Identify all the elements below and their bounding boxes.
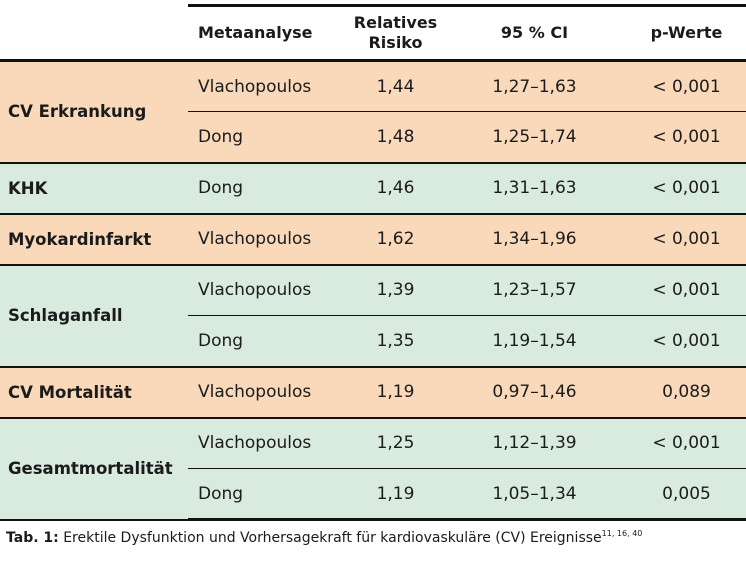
table-body: CV Erkrankung Vlachopoulos 1,44 1,27–1,63 < …: [0, 60, 746, 521]
ci-cell: 1,34–1,96: [442, 213, 627, 266]
table-header: Metaanalyse Relatives Risiko 95 % CI p-W…: [0, 4, 746, 62]
table-row: CV Erkrankung Vlachopoulos 1,44 1,27–1,63 < …: [0, 60, 746, 164]
meta-cell: Dong: [188, 468, 349, 521]
meta-cell: Vlachopoulos: [188, 366, 349, 419]
p-value-cell: < 0,001: [627, 60, 746, 112]
ci-cell: 1,31–1,63: [442, 162, 627, 215]
rr-cell: 1,44: [349, 60, 442, 112]
p-value-cell: < 0,001: [627, 417, 746, 469]
table-row: Dong 1,19 1,05–1,34 0,005: [0, 468, 746, 521]
rr-cell: 1,46: [349, 162, 442, 215]
rr-cell: 1,62: [349, 213, 442, 266]
caption-text: Erektile Dysfunktion und Vorhersagekraft…: [58, 530, 602, 546]
ci-cell: 1,27–1,63: [442, 60, 627, 112]
rr-cell: 1,19: [349, 468, 442, 521]
category-cell: CV Erkrankung: [0, 60, 188, 164]
table-row: Dong 1,35 1,19–1,54 < 0,001: [0, 315, 746, 368]
category-cell: Schlaganfall: [0, 264, 188, 368]
table-row: Gesamtmortalität Vlachopoulos 1,25 1,12–1,3…: [0, 417, 746, 521]
rr-cell: 1,19: [349, 366, 442, 419]
ci-cell: 0,97–1,46: [442, 366, 627, 419]
meta-cell: Dong: [188, 315, 349, 368]
header-ci: 95 % CI: [442, 4, 627, 62]
header-rr-line2: Risiko: [368, 33, 423, 52]
ci-cell: 1,12–1,39: [442, 417, 627, 469]
table-row: Myokardinfarkt Vlachopoulos 1,62 1,34–1,96 <…: [0, 213, 746, 266]
p-value-cell: < 0,001: [627, 162, 746, 215]
table-row: CV Mortalität Vlachopoulos 1,19 0,97–1,46 0,…: [0, 366, 746, 419]
risk-table: Metaanalyse Relatives Risiko 95 % CI p-W…: [0, 4, 746, 521]
p-value-cell: < 0,001: [627, 264, 746, 316]
ci-cell: 1,19–1,54: [442, 315, 627, 368]
ci-cell: 1,25–1,74: [442, 111, 627, 164]
p-value-cell: < 0,001: [627, 315, 746, 368]
caption-label: Tab. 1:: [6, 530, 59, 546]
header-p-werte: p-Werte: [627, 4, 746, 62]
caption-refs: 11, 16, 40: [601, 529, 643, 538]
header-metaanalyse: Metaanalyse: [188, 4, 349, 62]
ci-cell: 1,05–1,34: [442, 468, 627, 521]
category-cell: CV Mortalität: [0, 366, 188, 419]
meta-cell: Dong: [188, 162, 349, 215]
p-value-cell: < 0,001: [627, 213, 746, 266]
p-value-cell: < 0,001: [627, 111, 746, 164]
rr-cell: 1,39: [349, 264, 442, 316]
rr-cell: 1,25: [349, 417, 442, 469]
table-row: KHK Dong 1,46 1,31–1,63 < 0,001: [0, 162, 746, 215]
header-relatives-risiko: Relatives Risiko: [349, 4, 442, 62]
ci-cell: 1,23–1,57: [442, 264, 627, 316]
meta-cell: Dong: [188, 111, 349, 164]
table-row: Schlaganfall Vlachopoulos 1,39 1,23–1,57 < 0…: [0, 264, 746, 368]
meta-cell: Vlachopoulos: [188, 60, 349, 112]
header-blank-cell: [0, 5, 188, 62]
header-rr-line1: Relatives: [353, 13, 438, 32]
rr-cell: 1,48: [349, 111, 442, 164]
meta-cell: Vlachopoulos: [188, 264, 349, 316]
table-row: Dong 1,48 1,25–1,74 < 0,001: [0, 111, 746, 164]
table-caption: Tab. 1: Erektile Dysfunktion und Vorhers…: [6, 529, 642, 546]
rr-cell: 1,35: [349, 315, 442, 368]
p-value-cell: 0,005: [627, 468, 746, 521]
meta-cell: Vlachopoulos: [188, 213, 349, 266]
category-cell: KHK: [0, 162, 188, 215]
category-cell: Myokardinfarkt: [0, 213, 188, 266]
p-value-cell: 0,089: [627, 366, 746, 419]
category-cell: Gesamtmortalität: [0, 417, 188, 521]
meta-cell: Vlachopoulos: [188, 417, 349, 469]
